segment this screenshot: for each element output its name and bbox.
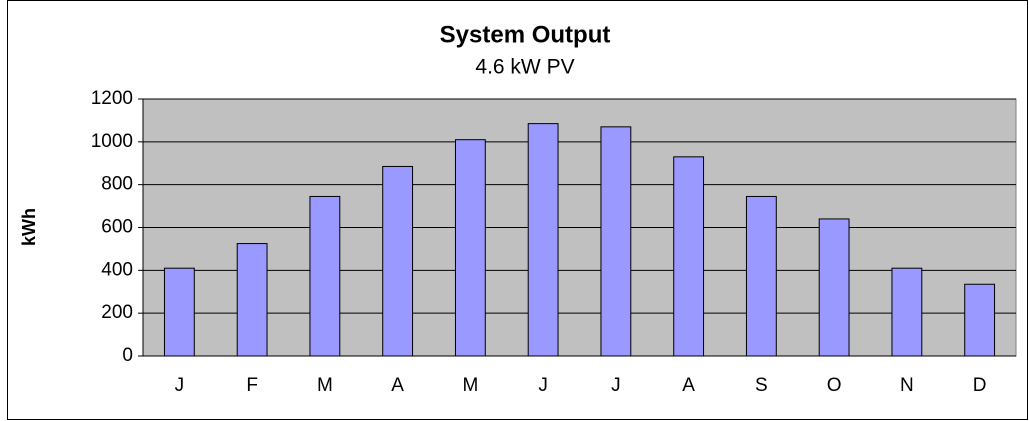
y-tick-label: 800 xyxy=(101,174,133,195)
bar xyxy=(163,267,195,357)
bar xyxy=(891,267,923,357)
y-tick-label: 200 xyxy=(101,302,133,323)
chart-subtitle: 4.6 kW PV xyxy=(475,56,574,79)
y-tick-label: 600 xyxy=(101,217,133,238)
x-tick-label: M xyxy=(317,375,333,396)
x-tick-label: J xyxy=(175,375,185,396)
bar xyxy=(527,123,559,357)
bar xyxy=(745,195,777,357)
y-tick-label: 0 xyxy=(122,345,133,366)
x-tick-label: N xyxy=(900,375,914,396)
x-tick-label: A xyxy=(391,375,404,396)
chart-title: System Output xyxy=(440,21,611,48)
x-tick-label: J xyxy=(538,375,548,396)
x-tick-label: D xyxy=(973,375,987,396)
y-tick-label: 1000 xyxy=(91,131,133,152)
y-tick-label: 400 xyxy=(101,259,133,280)
bar xyxy=(600,126,632,357)
bar xyxy=(236,243,268,357)
bar xyxy=(818,218,850,357)
y-axis-title: kWh xyxy=(19,208,39,246)
y-tick-label: 1200 xyxy=(91,88,133,109)
bar xyxy=(382,165,414,357)
bar xyxy=(309,195,341,357)
x-tick-label: M xyxy=(462,375,478,396)
x-tick-label: S xyxy=(755,375,768,396)
bar xyxy=(964,283,996,357)
bar xyxy=(454,139,486,357)
bar xyxy=(673,156,705,357)
x-tick-label: O xyxy=(827,375,842,396)
x-tick-label: F xyxy=(246,375,258,396)
x-tick-label: A xyxy=(682,375,695,396)
x-tick-label: J xyxy=(611,375,621,396)
